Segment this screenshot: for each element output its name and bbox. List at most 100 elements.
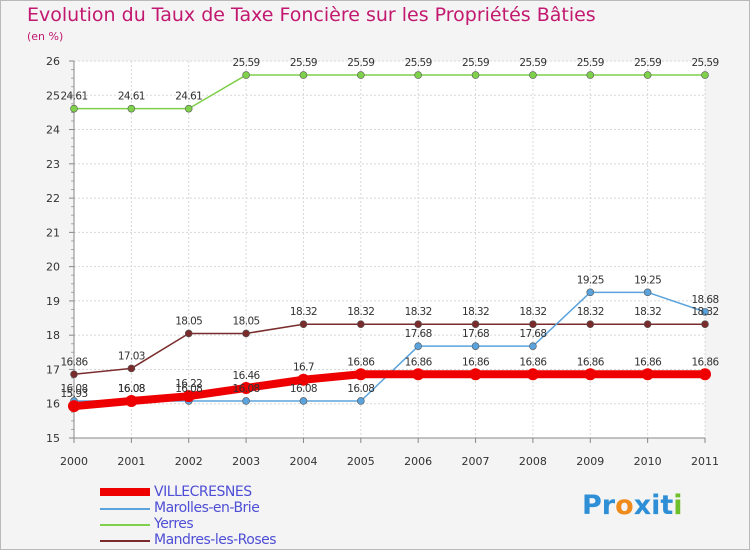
data-point-yerres — [357, 71, 365, 79]
data-point-marolles — [529, 342, 537, 350]
y-tick-label: 24 — [46, 124, 60, 137]
data-point-villecresnes — [526, 368, 539, 381]
legend-label-villecresnes: VILLECRESNES — [154, 484, 252, 500]
data-point-mandres — [529, 320, 537, 329]
data-point-mandres — [242, 329, 250, 338]
x-tick-label: 2003 — [232, 455, 260, 468]
x-tick-label: 2000 — [60, 455, 88, 468]
data-label-yerres: 25.59 — [577, 57, 604, 69]
y-tick-label: 22 — [46, 192, 60, 205]
data-label-mandres: 16.86 — [60, 356, 88, 368]
data-point-marolles — [586, 288, 595, 297]
x-tick-label: 2011 — [691, 455, 719, 468]
y-tick-label: 18 — [46, 329, 60, 342]
data-point-villecresnes — [297, 373, 310, 386]
data-point-mandres — [471, 320, 480, 329]
x-tick-label: 2006 — [404, 455, 432, 468]
x-tick-label: 2007 — [462, 455, 490, 468]
data-label-marolles: 17.68 — [405, 328, 432, 340]
logo-letter: t — [660, 490, 674, 521]
data-point-yerres — [299, 71, 308, 79]
chart-title: Evolution du Taux de Taxe Foncière sur l… — [27, 4, 596, 26]
data-label-marolles: 16.08 — [175, 383, 202, 395]
data-point-marolles — [357, 397, 365, 405]
y-tick-label: 19 — [46, 295, 60, 308]
legend-label-marolles: Marolles-en-Brie — [154, 500, 260, 516]
y-tick-label: 15 — [46, 432, 60, 445]
data-label-mandres: 18.32 — [405, 306, 432, 318]
data-label-yerres: 25.59 — [347, 57, 374, 69]
legend-item-marolles: Marolles-en-Brie — [100, 500, 360, 516]
data-label-villecresnes: 16.86 — [519, 356, 547, 368]
y-tick-label: 21 — [46, 226, 60, 239]
data-point-villecresnes — [469, 368, 482, 381]
x-tick-label: 2009 — [576, 455, 604, 468]
y-tick-label: 16 — [46, 398, 60, 411]
logo-letter: P — [582, 490, 602, 521]
legend-item-villecresnes: VILLECRESNES — [100, 484, 360, 500]
data-point-villecresnes — [68, 400, 80, 413]
data-point-yerres — [414, 71, 422, 79]
data-label-villecresnes: 15.93 — [60, 388, 87, 400]
data-point-villecresnes — [699, 368, 711, 381]
data-label-villecresnes: 16.86 — [405, 356, 433, 368]
y-tick-label: 23 — [46, 158, 60, 171]
data-point-yerres — [529, 71, 537, 79]
data-label-marolles: 18.68 — [691, 294, 718, 306]
data-point-marolles — [242, 397, 250, 405]
data-label-mandres: 18.32 — [347, 306, 374, 318]
data-label-villecresnes: 16.08 — [118, 383, 145, 395]
data-label-marolles: 16.08 — [290, 383, 317, 395]
data-point-villecresnes — [584, 368, 597, 381]
logo-letter: i — [651, 490, 661, 521]
data-label-villecresnes: 16.46 — [233, 370, 261, 382]
data-label-yerres: 25.59 — [405, 57, 432, 69]
x-tick-label: 2008 — [519, 455, 547, 468]
y-tick-label: 17 — [46, 363, 60, 376]
data-label-villecresnes: 16.86 — [462, 356, 490, 368]
data-point-marolles — [299, 397, 308, 405]
data-label-yerres: 25.59 — [290, 57, 317, 69]
data-label-mandres: 18.32 — [462, 306, 489, 318]
data-label-yerres: 25.59 — [634, 57, 661, 69]
series-line-mandres — [73, 323, 706, 376]
x-tick-label: 2001 — [117, 455, 145, 468]
data-label-villecresnes: 16.86 — [347, 356, 375, 368]
legend-swatch-mandres — [100, 540, 150, 542]
x-tick-label: 2010 — [634, 455, 662, 468]
data-point-yerres — [701, 71, 709, 79]
series-line-villecresnes — [70, 370, 709, 411]
data-label-marolles: 17.68 — [462, 328, 489, 340]
data-point-mandres — [586, 320, 595, 329]
data-label-marolles: 16.08 — [347, 383, 374, 395]
logo-letter: i — [673, 490, 683, 521]
data-label-villecresnes: 16.86 — [634, 356, 662, 368]
data-label-yerres: 25.59 — [691, 57, 718, 69]
data-label-yerres: 25.59 — [233, 57, 260, 69]
data-point-yerres — [184, 104, 193, 113]
data-label-marolles: 19.25 — [634, 274, 661, 286]
data-point-mandres — [643, 320, 652, 329]
data-point-yerres — [127, 104, 136, 113]
data-label-marolles: 16.08 — [233, 383, 260, 395]
data-point-mandres — [701, 320, 709, 329]
legend-item-mandres: Mandres-les-Roses — [100, 532, 360, 548]
data-point-mandres — [357, 320, 365, 329]
data-label-villecresnes: 16.7 — [293, 362, 314, 374]
logo-letter: x — [633, 490, 652, 521]
data-point-villecresnes — [412, 368, 425, 381]
legend-label-mandres: Mandres-les-Roses — [154, 532, 277, 548]
data-point-mandres — [299, 320, 308, 329]
data-label-mandres: 18.05 — [233, 315, 260, 327]
data-point-mandres — [127, 364, 136, 373]
proxiti-logo: Proxiti — [582, 490, 683, 521]
data-point-villecresnes — [125, 394, 138, 407]
data-label-villecresnes: 16.22 — [175, 378, 202, 390]
data-point-marolles — [471, 342, 480, 350]
chart-legend: VILLECRESNES Marolles-en-Brie Yerres Man… — [100, 484, 360, 548]
data-label-mandres: 18.32 — [634, 306, 661, 318]
data-label-villecresnes: 16.86 — [691, 356, 719, 368]
x-tick-label: 2005 — [347, 455, 375, 468]
data-point-marolles — [701, 308, 709, 316]
